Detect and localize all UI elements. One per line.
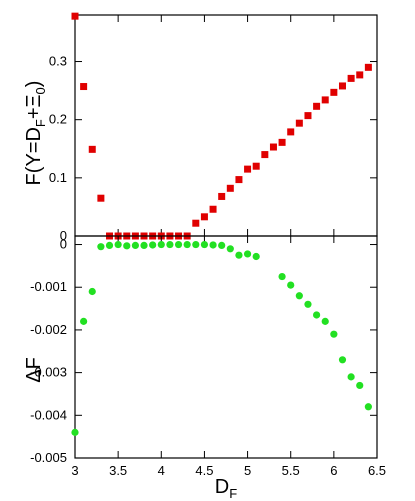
data-point	[71, 12, 79, 20]
data-point	[209, 241, 217, 249]
bottom-panel: 0 -0.001 -0.002 -0.003 -0.004 -0.005 3 3.5 4 4.5 5…	[30, 235, 386, 478]
data-point	[209, 205, 217, 213]
x-tick-label: 6.5	[368, 463, 386, 478]
data-point	[226, 245, 234, 253]
data-point	[330, 88, 338, 96]
data-point	[149, 241, 157, 249]
y-tick-label: -0.002	[30, 322, 67, 337]
x-tick-label: 5.5	[282, 463, 300, 478]
top-panel: 0 0.1 0.2 0.3	[49, 12, 378, 243]
data-point	[226, 184, 234, 192]
x-axis-label: DF	[215, 476, 237, 501]
data-point	[295, 119, 303, 127]
data-point	[287, 128, 295, 136]
data-point	[304, 112, 312, 120]
y-tick-label: 0	[60, 237, 67, 252]
data-point	[338, 356, 347, 364]
data-point	[183, 240, 191, 249]
data-point	[261, 151, 269, 159]
data-point	[192, 219, 200, 227]
plot-frame	[74, 14, 378, 237]
x-tick-label: 3.5	[109, 463, 127, 478]
plot-frame	[74, 235, 378, 459]
data-point	[105, 241, 114, 249]
data-point	[321, 96, 329, 104]
data-point	[140, 241, 148, 249]
data-point	[166, 240, 174, 249]
data-point	[114, 240, 122, 249]
data-point	[200, 213, 208, 221]
data-point	[218, 241, 226, 249]
data-point	[71, 428, 79, 436]
data-point	[88, 287, 96, 296]
x-tick-label: 4	[158, 463, 165, 478]
data-point	[356, 381, 364, 390]
data-point	[80, 83, 88, 91]
data-point	[174, 240, 183, 249]
data-point	[347, 373, 355, 381]
data-point	[192, 240, 200, 249]
data-point	[157, 240, 165, 249]
data-point	[200, 240, 209, 249]
x-tick-label: 3	[71, 463, 78, 478]
data-point	[235, 176, 243, 184]
data-point	[330, 330, 338, 338]
data-point	[364, 63, 372, 71]
data-point	[338, 82, 346, 90]
data-point	[88, 145, 96, 153]
data-point	[252, 162, 260, 170]
data-point	[278, 272, 286, 281]
data-point	[269, 143, 277, 151]
data-point	[347, 74, 355, 82]
top-y-axis-label: F(Y=DF+Ξ0)	[23, 81, 48, 186]
data-point	[131, 241, 139, 249]
data-point	[235, 251, 243, 259]
data-point	[287, 281, 295, 289]
data-point	[80, 317, 88, 325]
y-tick-label: -0.001	[30, 279, 67, 294]
data-point	[243, 250, 252, 258]
bottom-y-axis-label: ΔF	[23, 357, 45, 383]
data-point	[97, 243, 105, 251]
data-point	[97, 194, 105, 202]
y-tick-label: 0.1	[49, 170, 67, 185]
data-point	[364, 403, 372, 411]
data-point	[356, 71, 364, 79]
data-point	[321, 317, 329, 325]
y-tick-label: -0.005	[30, 450, 67, 465]
data-point	[304, 300, 312, 308]
y-tick-label: 0	[60, 228, 67, 243]
data-point	[244, 165, 252, 173]
data-point	[218, 192, 226, 200]
data-point	[313, 102, 321, 110]
x-tick-label: 5	[244, 463, 251, 478]
data-point	[278, 138, 286, 146]
data-point	[123, 242, 131, 250]
data-point	[252, 252, 260, 261]
data-point	[313, 311, 321, 319]
x-tick-label: 6	[330, 463, 337, 478]
y-tick-label: -0.003	[30, 365, 67, 380]
y-tick-label: -0.004	[30, 407, 67, 422]
data-point	[295, 292, 303, 300]
y-tick-label: 0.3	[49, 54, 67, 69]
x-tick-label: 4.5	[195, 463, 213, 478]
y-tick-label: 0.2	[49, 112, 67, 127]
